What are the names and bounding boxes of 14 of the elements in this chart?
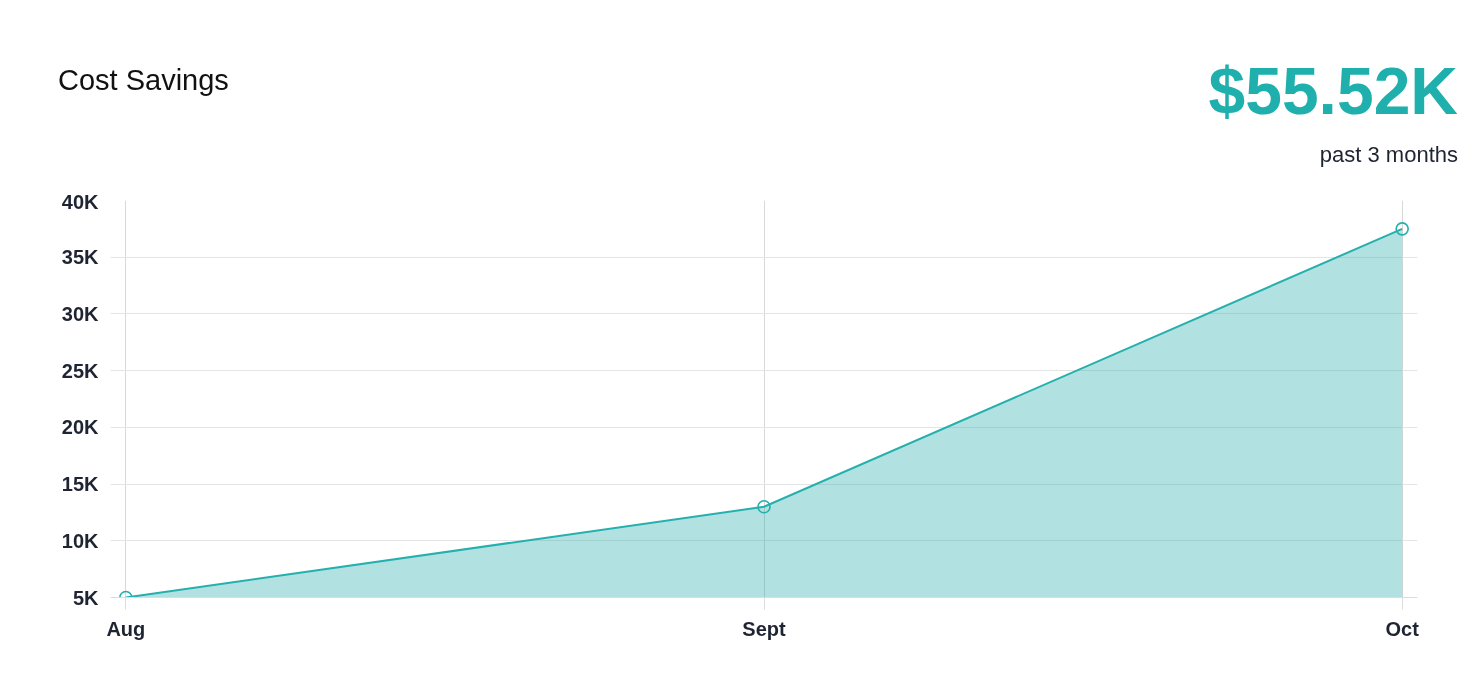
y-tick-label: 30K bbox=[61, 302, 100, 325]
y-tick-label: 25K bbox=[61, 359, 100, 382]
x-tick-label: Aug bbox=[106, 617, 146, 640]
y-tick-label: 20K bbox=[61, 416, 100, 439]
y-tick-label: 5K bbox=[72, 586, 100, 609]
y-tick-label: 10K bbox=[61, 529, 100, 552]
x-tick-label: Oct bbox=[1385, 617, 1420, 640]
y-tick-label: 35K bbox=[61, 246, 100, 269]
y-tick-label: 15K bbox=[61, 473, 100, 496]
chart-title: Cost Savings bbox=[58, 63, 229, 98]
x-tick-label: Sept bbox=[742, 617, 787, 640]
text: past 3 months bbox=[1319, 142, 1458, 167]
text: $55.52K bbox=[1208, 54, 1458, 128]
y-tick-label: 40K bbox=[61, 190, 100, 213]
